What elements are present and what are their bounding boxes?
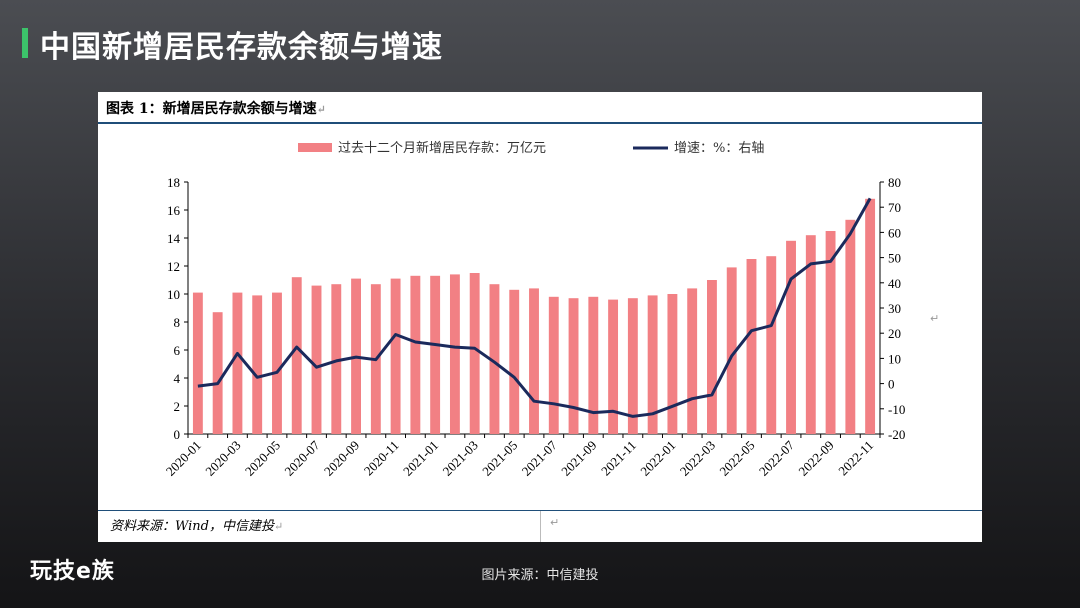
source-rule	[98, 510, 982, 511]
y-left-tick-label: 14	[167, 231, 181, 246]
bar-series	[192, 198, 876, 434]
x-tick-label: 2020-05	[242, 438, 283, 479]
bar-2022-03	[707, 280, 717, 434]
bar-2022-07	[786, 240, 796, 434]
y-left-tick-label: 18	[167, 175, 180, 190]
legend-bar-swatch	[298, 143, 332, 152]
bar-2022-04	[726, 267, 737, 434]
bar-2020-02	[212, 312, 223, 434]
bar-2020-04	[252, 295, 263, 434]
x-tick-label: 2021-05	[479, 438, 520, 479]
image-source: 图片来源：中信建投	[481, 568, 599, 583]
bar-2020-08	[331, 284, 342, 434]
y-right-tick-label: -20	[888, 427, 905, 442]
x-tick-label: 2022-11	[835, 438, 876, 479]
x-tick-label: 2020-11	[361, 438, 402, 479]
bar-2021-10	[608, 299, 619, 434]
y-left-tick-label: 12	[167, 259, 180, 274]
bar-2021-05	[509, 289, 520, 434]
bar-2022-08	[805, 235, 816, 434]
y-left-tick-label: 10	[167, 287, 180, 302]
caption-rule	[98, 122, 982, 124]
bar-2020-05	[272, 292, 282, 434]
growth-line-series	[197, 197, 872, 418]
source-paragraph-mark: ↵	[274, 520, 284, 533]
bar-2021-01	[430, 275, 441, 434]
legend-line-label: 增速：%：右轴	[674, 141, 764, 156]
legend-bar-label: 过去十二个月新增居民存款：万亿元	[338, 140, 546, 156]
x-tick-label: 2022-03	[677, 438, 718, 479]
y-right-tick-label: 30	[888, 301, 901, 316]
x-tick-label: 2021-09	[558, 438, 599, 479]
bar-2022-06	[766, 256, 777, 434]
figure-caption-text: 图表 1：新增居民存款余额与增速	[106, 101, 317, 117]
bar-2020-11	[390, 278, 401, 434]
bar-2021-06	[529, 288, 539, 434]
source-right-paragraph-mark: ↵	[550, 516, 560, 529]
y-left-tick-label: 6	[174, 343, 181, 358]
figure-card: 图表 1：新增居民存款余额与增速↵ 过去十二个月新增居民存款：万亿元 增速：%：…	[98, 92, 982, 542]
y-right-tick-label: 40	[888, 276, 901, 291]
bar-2021-03	[469, 273, 480, 434]
x-tick-label: 2021-01	[400, 438, 441, 479]
y-right-tick-label: 0	[888, 377, 895, 392]
figure-caption: 图表 1：新增居民存款余额与增速↵	[106, 98, 326, 118]
x-tick-label: 2020-09	[321, 438, 362, 479]
x-tick-label: 2020-07	[281, 437, 323, 479]
bar-2022-02	[687, 288, 698, 434]
bar-2020-07	[311, 285, 322, 434]
title-accent-bar	[22, 28, 28, 58]
y-right-tick-label: 20	[888, 326, 901, 341]
x-tick-label: 2020-01	[163, 438, 204, 479]
bar-2021-09	[588, 296, 599, 434]
x-tick-label: 2021-03	[440, 438, 481, 479]
bar-2020-06	[291, 277, 302, 434]
bar-2020-01	[192, 292, 203, 434]
y-left-tick-label: 2	[174, 399, 181, 414]
bar-2022-11	[865, 198, 876, 434]
x-tick-label: 2022-01	[637, 438, 678, 479]
figure-source: 资料来源：Wind，中信建投↵	[110, 515, 283, 534]
y-right-tick-label: 80	[888, 175, 901, 190]
source-divider	[540, 511, 541, 542]
y-right-tick-label: -10	[888, 402, 905, 417]
x-tick-label: 2022-07	[756, 437, 798, 479]
y-left-tick-label: 0	[174, 427, 181, 442]
paragraph-mark: ↵	[316, 103, 326, 116]
bar-2022-01	[667, 294, 678, 434]
figure-source-text: 资料来源：Wind，中信建投	[110, 519, 274, 534]
bar-2022-09	[825, 231, 836, 434]
bar-2022-10	[845, 219, 856, 434]
bar-2021-12	[647, 295, 658, 434]
y-right-tick-label: 10	[888, 351, 901, 366]
chart-legend: 过去十二个月新增居民存款：万亿元 增速：%：右轴	[298, 140, 764, 156]
y-left-tick-label: 16	[167, 203, 181, 218]
x-tick-label: 2021-07	[519, 437, 561, 479]
x-tick-label: 2020-03	[202, 438, 243, 479]
bar-2020-03	[232, 292, 243, 434]
bar-2021-07	[548, 296, 559, 434]
side-paragraph-mark: ↵	[930, 312, 940, 325]
x-tick-label: 2021-11	[598, 438, 639, 479]
y-left-tick-label: 8	[174, 315, 181, 330]
bar-2022-05	[746, 259, 757, 434]
bar-2020-12	[410, 275, 421, 434]
x-tick-label: 2022-09	[795, 438, 836, 479]
y-right-tick-label: 50	[888, 251, 901, 266]
bar-2021-11	[627, 298, 638, 434]
y-left-tick-label: 4	[174, 371, 181, 386]
bar-2021-04	[489, 284, 500, 434]
y-right-tick-label: 60	[888, 225, 901, 240]
brand-logo: 玩技e族	[30, 559, 115, 584]
deposit-chart: 过去十二个月新增居民存款：万亿元 增速：%：右轴 0 2 4 6 8 10 12 14 16 18…	[163, 140, 906, 479]
page-title: 中国新增居民存款余额与增速	[40, 30, 443, 65]
bar-2021-02	[449, 274, 460, 434]
x-tick-label: 2022-05	[716, 438, 757, 479]
y-right-tick-label: 70	[888, 200, 901, 215]
bar-2021-08	[568, 298, 579, 434]
